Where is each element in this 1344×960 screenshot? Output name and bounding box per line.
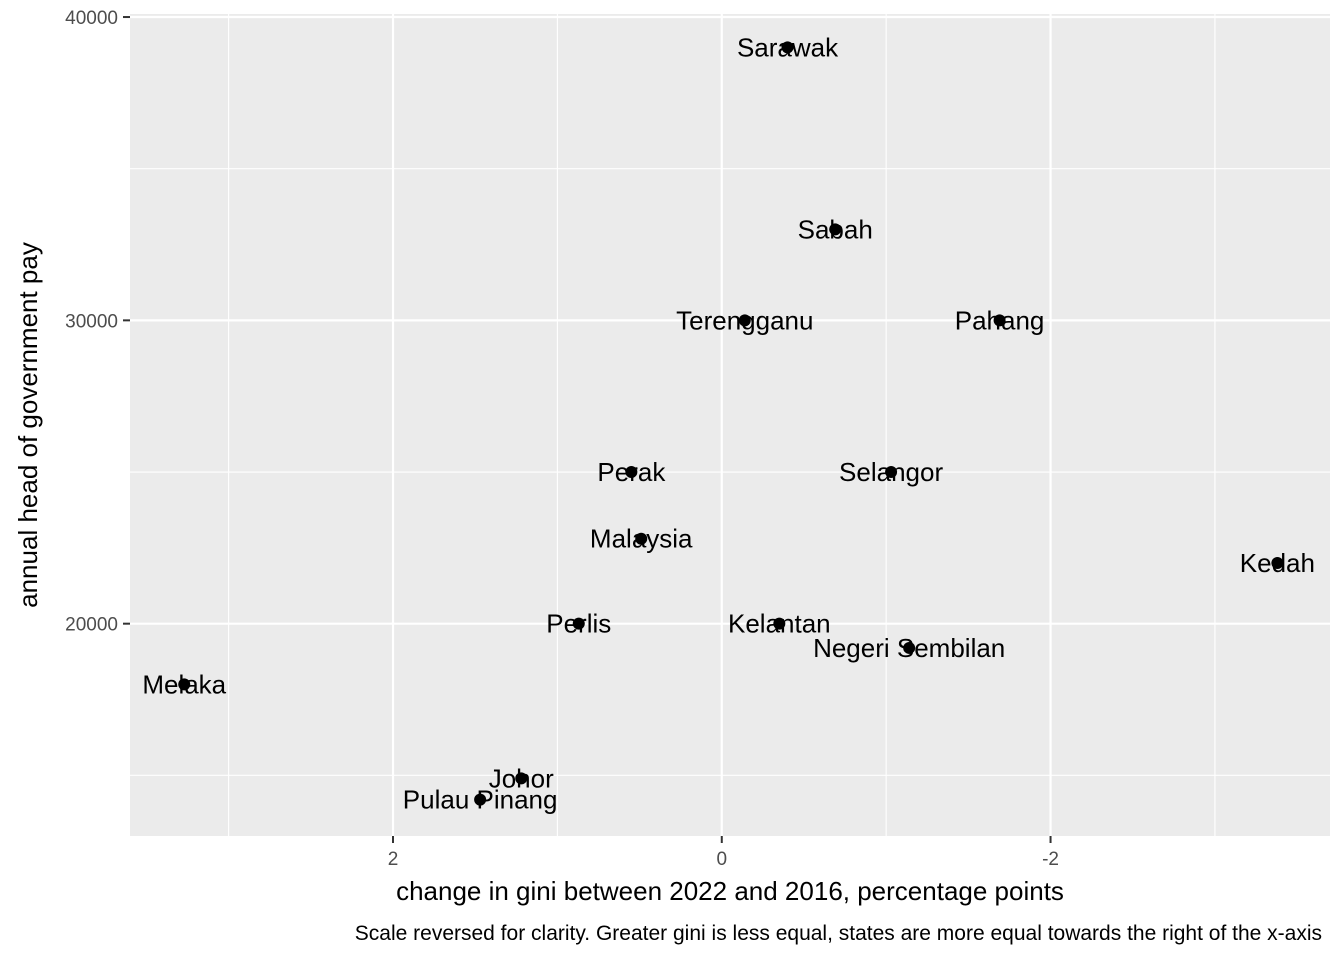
data-point (178, 678, 191, 691)
point-label: Selangor (839, 457, 943, 487)
data-point (572, 617, 585, 630)
data-point (738, 314, 751, 327)
point-label: Perak (597, 457, 666, 487)
plot-panel (130, 14, 1330, 836)
point-label: Pulau Pinang (403, 785, 558, 815)
y-axis-title: annual head of government pay (13, 242, 43, 608)
x-axis: 2 0 -2 (388, 836, 1059, 870)
y-axis: 20000 30000 40000 (65, 8, 130, 636)
chart-caption: Scale reversed for clarity. Greater gini… (355, 922, 1322, 945)
point-labels: Sarawak Sabah Terengganu Pahang Perak Selango… (142, 32, 1315, 814)
data-point (515, 772, 528, 785)
major-gridlines (130, 14, 1330, 836)
y-tick-label: 20000 (65, 615, 118, 636)
data-point (625, 466, 638, 479)
minor-gridlines (130, 14, 1330, 836)
data-point (781, 41, 794, 54)
point-label: Johor (489, 763, 554, 793)
point-label: Kelantan (728, 609, 831, 639)
y-tick-label: 30000 (65, 311, 118, 332)
point-label: Sabah (798, 214, 873, 244)
data-point (773, 617, 786, 630)
point-label: Sarawak (737, 32, 839, 62)
point-label: Melaka (142, 669, 226, 699)
data-point (829, 223, 842, 236)
data-point (1271, 557, 1284, 570)
point-label: Malaysia (590, 524, 693, 554)
point-label: Terengganu (676, 305, 813, 335)
point-label: Pahang (955, 305, 1045, 335)
point-label: Perlis (546, 609, 611, 639)
x-axis-title: change in gini between 2022 and 2016, pe… (396, 876, 1064, 906)
x-tick-label: 0 (716, 849, 727, 870)
y-tick-label: 40000 (65, 8, 118, 29)
data-point (474, 793, 487, 806)
data-point (635, 532, 648, 545)
x-tick-label: 2 (388, 849, 399, 870)
point-label: Kedah (1240, 548, 1315, 578)
x-tick-label: -2 (1042, 849, 1059, 870)
data-points (178, 41, 1284, 806)
point-label: Negeri Sembilan (813, 633, 1005, 663)
data-point (993, 314, 1006, 327)
data-point (903, 641, 916, 654)
data-point (885, 466, 898, 479)
